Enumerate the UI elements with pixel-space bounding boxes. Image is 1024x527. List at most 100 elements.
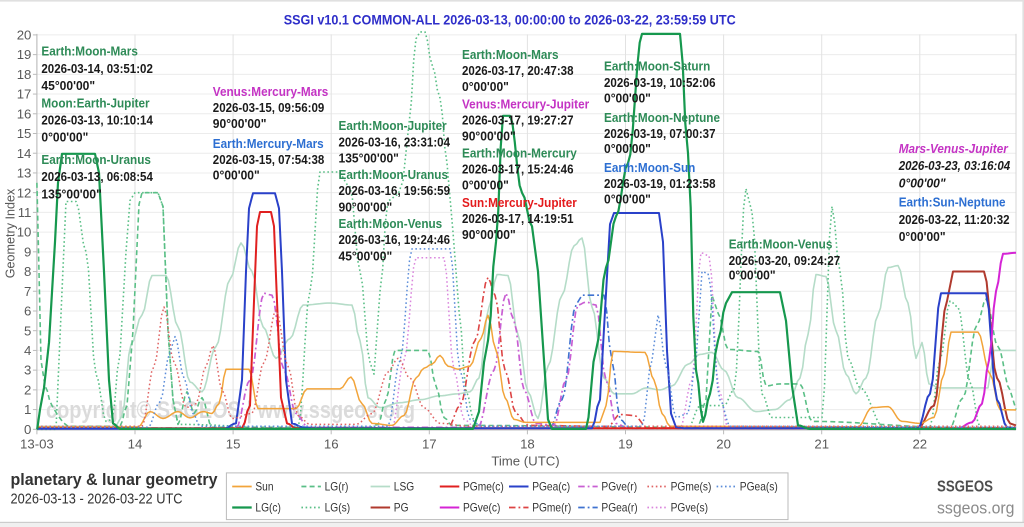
svg-text:0°00'00": 0°00'00" [462, 179, 509, 193]
svg-text:Earth:Moon-Venus: Earth:Moon-Venus [729, 238, 833, 252]
svg-text:Geometry Index: Geometry Index [4, 188, 18, 278]
svg-text:19: 19 [618, 436, 633, 451]
svg-text:14: 14 [17, 146, 32, 161]
svg-text:0°00'00": 0°00'00" [604, 142, 651, 156]
svg-text:PGea(s): PGea(s) [740, 480, 778, 494]
svg-text:12: 12 [17, 185, 32, 200]
svg-text:2026-03-22, 11:20:32: 2026-03-22, 11:20:32 [899, 213, 1010, 227]
svg-text:PGve(r): PGve(r) [601, 480, 637, 494]
svg-text:15: 15 [226, 436, 241, 451]
svg-text:SSGI v10.1 COMMON-ALL 2026-03-: SSGI v10.1 COMMON-ALL 2026-03-13, 00:00:… [284, 12, 736, 27]
svg-text:14: 14 [128, 436, 143, 451]
svg-text:LG(c): LG(c) [255, 501, 281, 515]
svg-text:LG(r): LG(r) [325, 480, 349, 494]
svg-text:2026-03-13, 10:10:14: 2026-03-13, 10:10:14 [41, 114, 153, 128]
svg-text:11: 11 [18, 205, 32, 220]
svg-text:planetary & lunar geometry: planetary & lunar geometry [11, 470, 219, 489]
svg-text:0°00'00": 0°00'00" [899, 177, 947, 191]
svg-text:2026-03-17, 14:19:51: 2026-03-17, 14:19:51 [462, 212, 574, 226]
svg-text:Time (UTC): Time (UTC) [491, 454, 559, 469]
svg-text:Sun: Sun [255, 480, 273, 494]
svg-text:Earth:Moon-Uranus: Earth:Moon-Uranus [41, 153, 151, 167]
svg-text:2026-03-14, 03:51:02: 2026-03-14, 03:51:02 [41, 62, 153, 76]
svg-text:PGme(c): PGme(c) [463, 480, 504, 494]
svg-text:Mars-Venus-Jupiter: Mars-Venus-Jupiter [899, 142, 1009, 156]
svg-text:90°00'00": 90°00'00" [462, 228, 516, 242]
svg-text:18: 18 [520, 436, 535, 451]
svg-text:19: 19 [17, 47, 32, 62]
svg-text:18: 18 [17, 67, 32, 82]
svg-text:2026-03-19, 01:23:58: 2026-03-19, 01:23:58 [604, 177, 716, 191]
svg-text:2026-03-17, 15:24:46: 2026-03-17, 15:24:46 [462, 163, 574, 177]
svg-text:2026-03-15, 09:56:09: 2026-03-15, 09:56:09 [213, 101, 325, 115]
svg-text:13: 13 [17, 166, 32, 181]
svg-text:0°00'00": 0°00'00" [462, 80, 509, 94]
svg-text:ssgeos.org: ssgeos.org [937, 500, 1015, 518]
svg-text:2026-03-19, 10:52:06: 2026-03-19, 10:52:06 [604, 76, 716, 90]
svg-text:16: 16 [324, 436, 339, 451]
svg-text:0°00'00": 0°00'00" [899, 230, 946, 244]
svg-text:7: 7 [24, 284, 31, 299]
svg-text:LG(s): LG(s) [325, 501, 351, 515]
svg-text:20: 20 [716, 436, 731, 451]
svg-text:135°00'00": 135°00'00" [339, 152, 399, 166]
svg-text:Earth:Moon-Uranus: Earth:Moon-Uranus [339, 168, 449, 182]
svg-text:Venus:Mercury-Mars: Venus:Mercury-Mars [213, 85, 329, 99]
svg-text:PGea(r): PGea(r) [601, 501, 637, 515]
svg-text:17: 17 [17, 87, 32, 102]
svg-text:15: 15 [17, 126, 32, 141]
svg-text:9: 9 [24, 244, 31, 259]
svg-text:PG: PG [394, 501, 409, 515]
svg-text:2026-03-20, 09:24:27: 2026-03-20, 09:24:27 [729, 254, 841, 268]
svg-text:0°00'00": 0°00'00" [604, 92, 651, 106]
svg-text:0°00'00": 0°00'00" [729, 269, 776, 283]
svg-text:6: 6 [24, 304, 31, 319]
svg-text:Earth:Sun-Neptune: Earth:Sun-Neptune [899, 196, 1006, 210]
svg-text:5: 5 [24, 323, 31, 338]
svg-text:2026-03-16, 19:24:46: 2026-03-16, 19:24:46 [339, 233, 451, 247]
svg-text:2026-03-16, 19:56:59: 2026-03-16, 19:56:59 [339, 184, 451, 198]
svg-text:2026-03-17, 19:27:27: 2026-03-17, 19:27:27 [462, 114, 574, 128]
svg-text:135°00'00": 135°00'00" [41, 187, 101, 201]
svg-text:0: 0 [24, 422, 31, 437]
svg-text:4: 4 [24, 343, 31, 358]
svg-text:1: 1 [24, 402, 31, 417]
svg-text:Earth:Moon-Venus: Earth:Moon-Venus [339, 217, 443, 231]
svg-text:Moon:Earth-Jupiter: Moon:Earth-Jupiter [41, 96, 149, 110]
svg-text:10: 10 [17, 225, 32, 240]
svg-text:Earth:Moon-Sun: Earth:Moon-Sun [604, 161, 695, 175]
svg-text:13-03: 13-03 [20, 436, 54, 451]
svg-text:21: 21 [814, 436, 829, 451]
svg-text:90°00'00": 90°00'00" [339, 201, 393, 215]
svg-text:Earth:Moon-Jupiter: Earth:Moon-Jupiter [339, 119, 447, 133]
svg-text:Earth:Moon-Saturn: Earth:Moon-Saturn [604, 60, 710, 74]
svg-text:90°00'00": 90°00'00" [213, 117, 267, 131]
svg-text:45°00'00": 45°00'00" [41, 79, 95, 93]
svg-text:Earth:Moon-Neptune: Earth:Moon-Neptune [604, 111, 720, 125]
svg-text:2026-03-13, 06:08:54: 2026-03-13, 06:08:54 [41, 170, 153, 184]
svg-text:Earth:Mercury-Mars: Earth:Mercury-Mars [213, 137, 324, 151]
svg-text:2026-03-23, 03:16:04: 2026-03-23, 03:16:04 [898, 159, 1010, 173]
svg-text:2026-03-17, 20:47:38: 2026-03-17, 20:47:38 [462, 64, 574, 78]
svg-text:PGve(c): PGve(c) [463, 501, 500, 515]
svg-text:17: 17 [422, 436, 437, 451]
svg-text:45°00'00": 45°00'00" [339, 249, 393, 263]
svg-text:Venus:Mercury-Jupiter: Venus:Mercury-Jupiter [462, 98, 589, 112]
svg-text:LSG: LSG [394, 480, 414, 494]
svg-text:Earth:Moon-Mercury: Earth:Moon-Mercury [462, 147, 577, 161]
svg-text:0°00'00": 0°00'00" [604, 193, 651, 207]
svg-text:90°00'00": 90°00'00" [462, 130, 516, 144]
svg-text:2026-03-19, 07:00:37: 2026-03-19, 07:00:37 [604, 127, 716, 141]
svg-text:16: 16 [17, 106, 32, 121]
svg-text:0°00'00": 0°00'00" [41, 131, 88, 145]
svg-text:Earth:Moon-Mars: Earth:Moon-Mars [41, 45, 138, 59]
svg-text:8: 8 [24, 264, 31, 279]
svg-text:2026-03-16, 23:31:04: 2026-03-16, 23:31:04 [339, 135, 451, 149]
svg-text:PGme(r): PGme(r) [532, 501, 571, 515]
svg-text:PGea(c): PGea(c) [532, 480, 570, 494]
svg-text:copyright© SSGEOS | www.ssgeos: copyright© SSGEOS | www.ssgeos.org [46, 397, 415, 424]
svg-text:SSGEOS: SSGEOS [937, 479, 993, 496]
svg-text:PGme(s): PGme(s) [671, 480, 712, 494]
svg-text:2026-03-15, 07:54:38: 2026-03-15, 07:54:38 [213, 153, 325, 167]
svg-text:Earth:Moon-Mars: Earth:Moon-Mars [462, 48, 559, 62]
